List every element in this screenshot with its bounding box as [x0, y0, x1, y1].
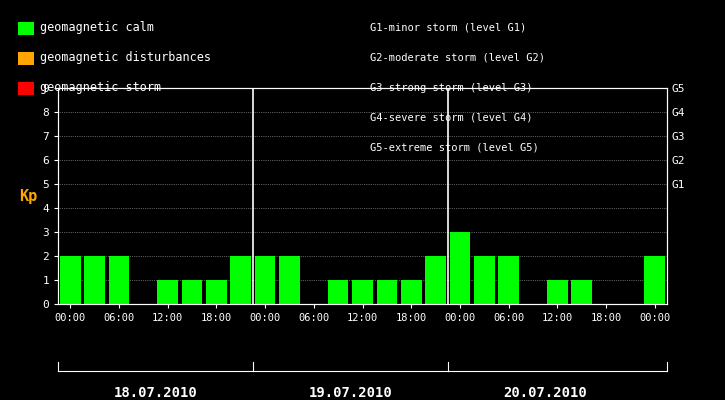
- Bar: [474, 256, 494, 304]
- Bar: [426, 256, 446, 304]
- Text: G2-moderate storm (level G2): G2-moderate storm (level G2): [370, 53, 544, 63]
- Text: geomagnetic disturbances: geomagnetic disturbances: [40, 52, 211, 64]
- Text: 18.07.2010: 18.07.2010: [114, 386, 197, 400]
- Bar: [571, 280, 592, 304]
- Y-axis label: Kp: Kp: [19, 188, 38, 204]
- Bar: [279, 256, 299, 304]
- Text: 20.07.2010: 20.07.2010: [503, 386, 587, 400]
- Bar: [231, 256, 251, 304]
- Bar: [376, 280, 397, 304]
- Bar: [328, 280, 349, 304]
- Bar: [547, 280, 568, 304]
- Bar: [450, 232, 471, 304]
- Text: geomagnetic storm: geomagnetic storm: [40, 82, 161, 94]
- Bar: [206, 280, 227, 304]
- Text: G3-strong storm (level G3): G3-strong storm (level G3): [370, 83, 532, 93]
- Text: geomagnetic calm: geomagnetic calm: [40, 22, 154, 34]
- Bar: [254, 256, 276, 304]
- Bar: [60, 256, 80, 304]
- Bar: [157, 280, 178, 304]
- Bar: [645, 256, 665, 304]
- Bar: [352, 280, 373, 304]
- Text: 19.07.2010: 19.07.2010: [308, 386, 392, 400]
- Text: G5-extreme storm (level G5): G5-extreme storm (level G5): [370, 143, 539, 153]
- Text: G1-minor storm (level G1): G1-minor storm (level G1): [370, 23, 526, 33]
- Bar: [182, 280, 202, 304]
- Text: G4-severe storm (level G4): G4-severe storm (level G4): [370, 113, 532, 123]
- Bar: [498, 256, 519, 304]
- Bar: [84, 256, 105, 304]
- Bar: [109, 256, 129, 304]
- Bar: [401, 280, 421, 304]
